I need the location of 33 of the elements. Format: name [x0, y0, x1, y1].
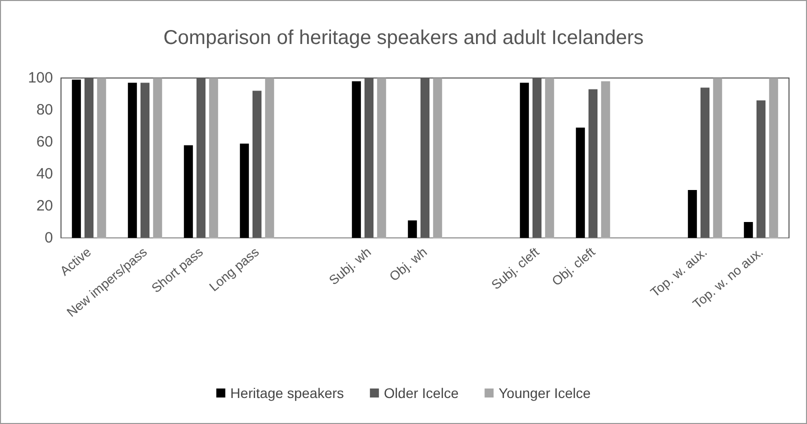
y-tick-label: 100 [28, 70, 53, 86]
x-tick-label: Subj. wh [326, 244, 374, 288]
y-tick-label: 20 [36, 198, 53, 214]
bar [97, 78, 106, 238]
x-tick-label: Obj. wh [386, 244, 430, 284]
y-tick-label: 40 [36, 166, 53, 182]
y-tick-label: 80 [36, 102, 53, 118]
bar [265, 78, 274, 238]
chart-title: Comparison of heritage speakers and adult Icelanders [163, 27, 644, 49]
bar [209, 78, 218, 238]
bar [433, 78, 442, 238]
bar [377, 78, 386, 238]
bar [153, 78, 162, 238]
bar [240, 144, 249, 238]
bar [769, 78, 778, 238]
bar [184, 145, 193, 238]
bar [408, 220, 417, 238]
bar [688, 190, 697, 238]
x-tick-label: Obj. cleft [548, 244, 598, 289]
bar [713, 78, 722, 238]
legend-label: Younger Icelce [498, 385, 591, 401]
legend-label: Older Icelce [384, 385, 459, 401]
legend-label: Heritage speakers [230, 385, 344, 401]
bar [520, 82, 529, 238]
y-tick-label: 0 [44, 230, 53, 246]
bar [744, 222, 753, 238]
bar [72, 80, 81, 238]
bar [545, 78, 554, 238]
bar [352, 81, 361, 238]
bar [128, 82, 137, 238]
bar [601, 81, 610, 238]
bar [576, 128, 585, 238]
y-tick-label: 60 [36, 134, 53, 150]
